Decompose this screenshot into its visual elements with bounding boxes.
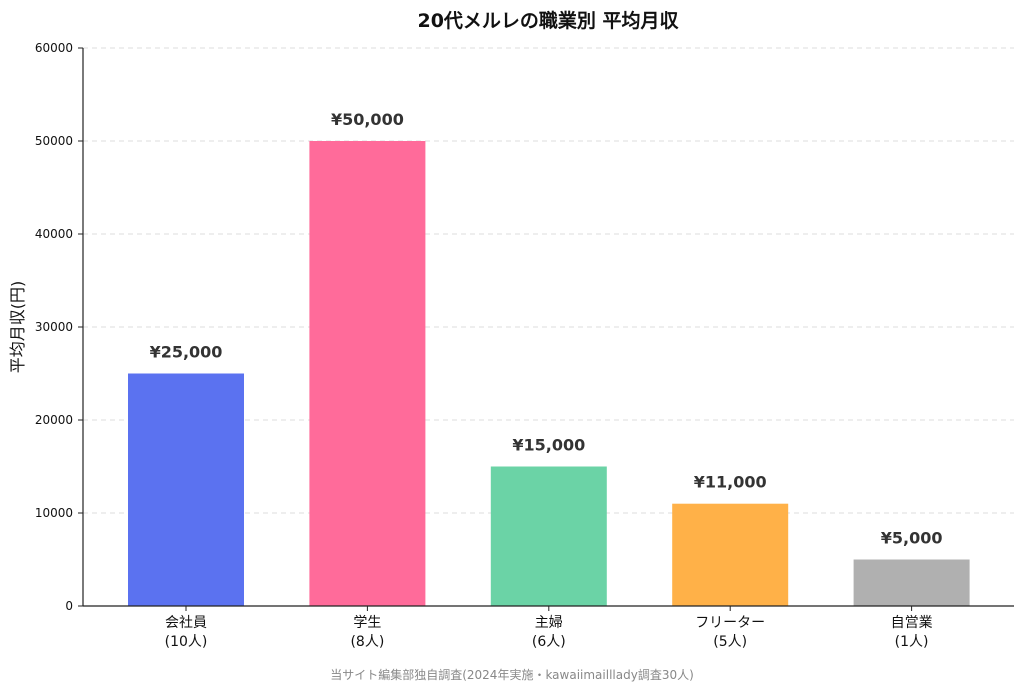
y-tick-label: 40000 bbox=[35, 227, 73, 241]
chart-title: 20代メルレの職業別 平均月収 bbox=[417, 9, 679, 32]
bar bbox=[309, 141, 426, 606]
y-axis-label: 平均月収(円) bbox=[8, 281, 27, 374]
bar-value-label: ¥5,000 bbox=[881, 529, 943, 548]
y-axis-ticks: 0 10000 20000 30000 40000 50000 60000 bbox=[35, 41, 83, 613]
x-tick-count-label: (10人) bbox=[165, 634, 208, 650]
x-tick-count-label: (8人) bbox=[350, 634, 384, 650]
bars bbox=[128, 141, 970, 606]
x-tick-count-label: (1人) bbox=[895, 634, 929, 650]
source-caption: 当サイト編集部独自調査(2024年実施・kawaiimailllady調査30人… bbox=[330, 667, 694, 682]
x-tick-count-label: (6人) bbox=[532, 634, 566, 650]
bar-value-label: ¥15,000 bbox=[512, 436, 585, 455]
bar-value-label: ¥25,000 bbox=[150, 343, 223, 362]
bar bbox=[853, 559, 970, 606]
bar bbox=[128, 373, 244, 606]
x-axis-ticks: 会社員 (10人) 学生 (8人) 主婦 (6人) フリーター (5人) 自営業 (1人) bbox=[165, 606, 933, 650]
bar bbox=[672, 503, 789, 606]
bar-value-label: ¥11,000 bbox=[694, 473, 767, 492]
y-tick-label: 30000 bbox=[35, 320, 73, 334]
x-tick-label: 会社員 bbox=[165, 615, 207, 631]
y-tick-label: 10000 bbox=[35, 506, 73, 520]
x-tick-label: 主婦 bbox=[535, 614, 563, 631]
x-tick-label: フリーター bbox=[695, 615, 765, 631]
y-tick-label: 60000 bbox=[35, 41, 73, 55]
y-tick-label: 0 bbox=[65, 599, 73, 613]
bar-value-label: ¥50,000 bbox=[331, 110, 404, 129]
x-tick-count-label: (5人) bbox=[713, 634, 747, 650]
value-labels: ¥25,000 ¥50,000 ¥15,000 ¥11,000 ¥5,000 bbox=[150, 110, 943, 548]
x-tick-label: 自営業 bbox=[891, 615, 933, 631]
y-tick-label: 20000 bbox=[35, 413, 73, 427]
y-tick-label: 50000 bbox=[35, 134, 73, 148]
x-tick-label: 学生 bbox=[353, 615, 381, 631]
bar bbox=[490, 466, 607, 606]
